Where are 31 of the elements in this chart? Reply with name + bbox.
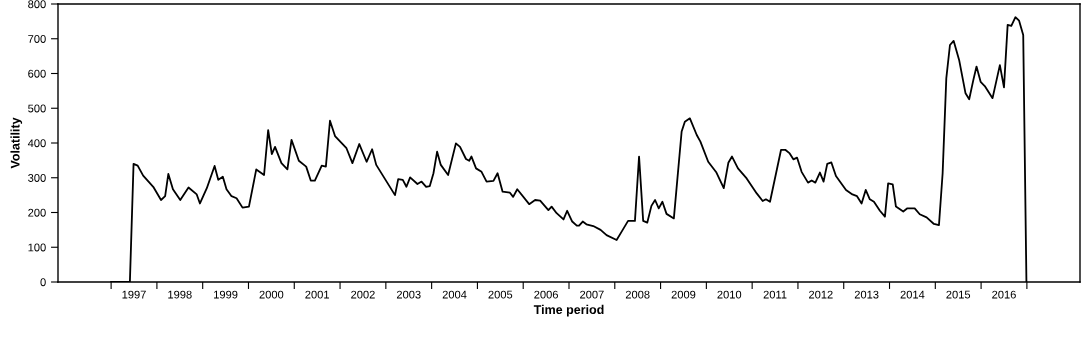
y-axis-title: Volatility xyxy=(10,117,23,169)
x-tick-label: 2002 xyxy=(351,290,375,299)
x-tick-label: 1998 xyxy=(168,290,192,299)
y-tick-label: 800 xyxy=(28,0,46,9)
y-tick-label: 0 xyxy=(40,278,46,287)
x-tick-label: 2000 xyxy=(259,290,284,299)
x-tick-label: 2007 xyxy=(580,290,604,299)
x-tick-label: 2004 xyxy=(442,290,467,299)
x-tick-label: 2013 xyxy=(854,290,879,299)
y-tick-label: 500 xyxy=(28,104,46,113)
x-tick-label: 2001 xyxy=(305,290,329,299)
x-tick-label: 2014 xyxy=(900,290,925,299)
x-tick-label: 2010 xyxy=(717,290,742,299)
x-tick-label: 2011 xyxy=(763,290,787,299)
x-axis-title: Time period xyxy=(533,304,604,317)
y-tick-label: 700 xyxy=(28,35,46,43)
x-tick-label: 2012 xyxy=(809,290,833,299)
x-tick-label: 1999 xyxy=(214,290,238,299)
y-tick-label: 200 xyxy=(28,208,46,217)
y-tick-label: 600 xyxy=(28,69,46,78)
x-tick-label: 1997 xyxy=(122,290,146,299)
x-tick-label: 2008 xyxy=(625,290,650,299)
y-tick-label: 100 xyxy=(28,243,46,252)
x-tick-label: 2009 xyxy=(671,290,696,299)
x-tick-label: 2003 xyxy=(396,290,421,299)
x-tick-label: 2015 xyxy=(946,290,971,299)
y-tick-label: 300 xyxy=(28,174,46,182)
x-tick-label: 2006 xyxy=(534,290,558,299)
y-tick-label: 400 xyxy=(27,139,46,148)
x-tick-label: 2016 xyxy=(992,290,1016,299)
x-tick-label: 2005 xyxy=(488,290,513,299)
